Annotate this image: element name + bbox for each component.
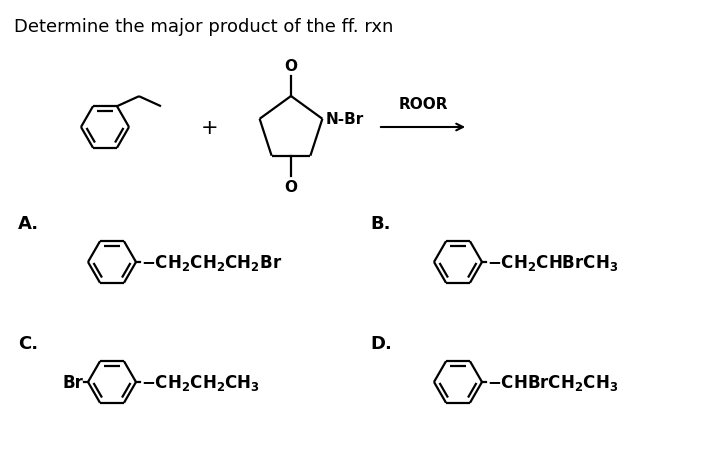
Text: ROOR: ROOR [398, 97, 448, 112]
Text: Br: Br [62, 373, 83, 391]
Text: Determine the major product of the ff. rxn: Determine the major product of the ff. r… [14, 18, 393, 36]
Text: $\mathregular{-CHBrCH_2CH_3}$: $\mathregular{-CHBrCH_2CH_3}$ [487, 372, 618, 392]
Text: $\mathregular{-CH_2CH_2CH_3}$: $\mathregular{-CH_2CH_2CH_3}$ [141, 372, 260, 392]
Text: $\mathregular{-CH_2CH_2CH_2Br}$: $\mathregular{-CH_2CH_2CH_2Br}$ [141, 252, 282, 272]
Text: D.: D. [370, 334, 392, 352]
Text: +: + [201, 118, 219, 138]
Text: $\mathregular{-CH_2CHBrCH_3}$: $\mathregular{-CH_2CHBrCH_3}$ [487, 252, 618, 272]
Text: O: O [284, 59, 298, 74]
Text: A.: A. [18, 214, 39, 232]
Text: N-Br: N-Br [325, 112, 364, 127]
Text: B.: B. [370, 214, 390, 232]
Text: O: O [284, 179, 298, 194]
Text: C.: C. [18, 334, 38, 352]
